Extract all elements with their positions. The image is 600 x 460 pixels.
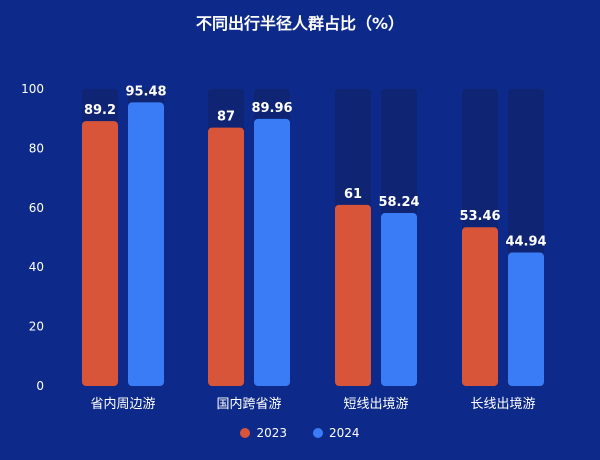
x-tick-label: 短线出境游 (343, 397, 408, 412)
data-label: 61 (344, 187, 362, 202)
legend: 2023 2024 (0, 426, 600, 440)
x-tick-label: 国内跨省游 (216, 396, 281, 412)
y-tick-label: 100 (21, 82, 44, 96)
legend-item-2024[interactable]: 2024 (313, 426, 360, 440)
bar-2024 (508, 252, 544, 386)
data-label: 95.48 (125, 84, 166, 99)
bar-2023 (82, 121, 118, 387)
legend-marker-2023 (240, 428, 251, 438)
y-tick-label: 40 (29, 260, 44, 274)
legend-label-2024: 2024 (329, 426, 360, 440)
y-tick-label: 80 (29, 141, 44, 155)
x-tick-label: 省内周边游 (90, 396, 155, 412)
legend-label-2023: 2023 (256, 426, 287, 440)
data-label: 53.46 (459, 209, 500, 224)
y-tick-label: 20 (29, 320, 44, 334)
chart-title: 不同出行半径人群占比（%） (195, 14, 405, 33)
bar-2023 (208, 127, 244, 387)
y-tick-label: 60 (29, 201, 44, 215)
data-label: 58.24 (378, 195, 419, 210)
data-label: 89.2 (84, 103, 116, 118)
bar-2024 (254, 118, 290, 387)
data-label: 87 (217, 110, 235, 125)
legend-marker-2024 (313, 428, 323, 438)
bar-2024 (128, 102, 164, 386)
bar-2023 (462, 227, 498, 386)
data-label: 44.94 (505, 235, 546, 250)
y-tick-label: 0 (36, 379, 44, 393)
bar-2024 (381, 213, 417, 386)
x-tick-label: 长线出境游 (470, 397, 535, 412)
legend-item-2023[interactable]: 2023 (240, 426, 287, 440)
data-label: 89.96 (251, 101, 292, 116)
bar-2023 (335, 204, 371, 386)
